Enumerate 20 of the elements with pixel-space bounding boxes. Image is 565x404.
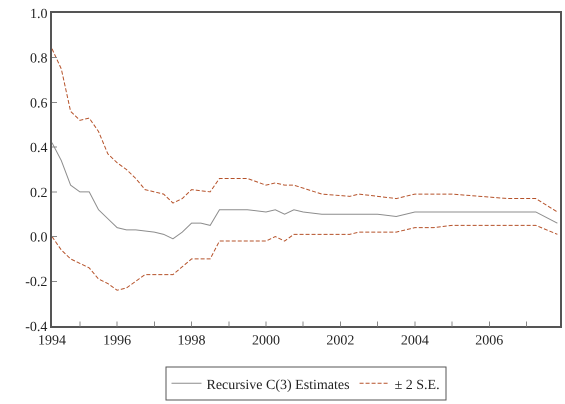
legend-label: ± 2 S.E. [394,378,440,393]
y-tick-label: -0.2 [25,275,48,290]
x-tick-label: 1998 [178,334,206,349]
x-tick-label: 1996 [103,334,132,349]
y-tick-label: 1.0 [30,6,48,22]
x-tick-label: 2006 [475,334,504,349]
line-series [52,48,558,212]
legend-label: Recursive C(3) Estimates [206,378,350,393]
y-tick-label: -0.4 [25,320,48,335]
y-tick-label: 0.0 [30,230,48,246]
x-tick-label: 2000 [252,334,280,349]
line-series [52,224,558,291]
y-tick-label: 0.2 [30,186,48,201]
y-tick-label: 0.8 [30,52,48,67]
x-tick-label: 1994 [38,334,66,349]
y-tick-label: 0.4 [30,141,48,156]
x-tick-label: 2002 [326,334,354,349]
x-tick-label: 2004 [400,334,429,349]
y-tick-label: 0.6 [30,96,48,112]
line-series [52,142,558,240]
